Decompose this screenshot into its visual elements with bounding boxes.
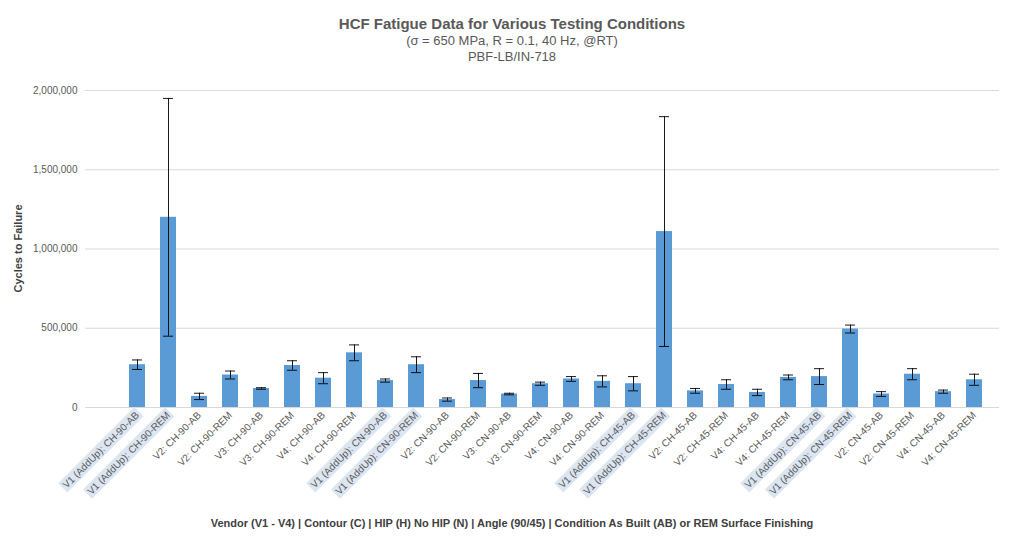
svg-text:V1 (AddUp): CH-90-AB: V1 (AddUp): CH-90-AB	[60, 409, 142, 491]
svg-text:V1 (AddUp): CH-45-REM: V1 (AddUp): CH-45-REM	[581, 409, 669, 497]
svg-text:V2: CN-45-REM: V2: CN-45-REM	[857, 409, 916, 468]
svg-text:0: 0	[72, 402, 78, 413]
svg-text:V2: CN-45-AB: V2: CN-45-AB	[832, 409, 886, 462]
svg-text:V4: CN-45-REM: V4: CN-45-REM	[919, 409, 978, 468]
svg-text:V1 (AddUp): CH-90-REM: V1 (AddUp): CH-90-REM	[85, 409, 173, 497]
svg-text:V3: CN-90-REM: V3: CN-90-REM	[485, 409, 544, 468]
html-text:(σ = 650 MPa, R = 0.1, 40 Hz,: (σ = 650 MPa, R = 0.1, 40 Hz, @RT)	[406, 33, 618, 48]
svg-text:V2: CN-90-REM: V2: CN-90-REM	[423, 409, 482, 468]
svg-text:V4: CH-90-AB: V4: CH-90-AB	[274, 409, 328, 462]
svg-text:V1 (AddUp): CN-90-REM: V1 (AddUp): CN-90-REM	[333, 409, 421, 497]
svg-text:V3: CH-90-AB: V3: CH-90-AB	[212, 409, 266, 462]
svg-text:1,000,000: 1,000,000	[33, 243, 78, 254]
svg-text:V1 (AddUp): CN-90-AB: V1 (AddUp): CN-90-AB	[308, 409, 390, 491]
svg-text:V3: CN-90-AB: V3: CN-90-AB	[460, 409, 514, 462]
svg-text:500,000: 500,000	[41, 322, 78, 333]
svg-text:V4: CH-45-REM: V4: CH-45-REM	[733, 409, 792, 468]
html-text:HCF Fatigue Data for Various T: HCF Fatigue Data for Various Testing Con…	[338, 15, 686, 32]
svg-text:1,500,000: 1,500,000	[33, 164, 78, 175]
svg-text:V3: CH-90-REM: V3: CH-90-REM	[237, 409, 296, 468]
svg-text:V1 (AddUp): CN-45-AB: V1 (AddUp): CN-45-AB	[742, 409, 824, 491]
svg-text:V2: CH-45-AB: V2: CH-45-AB	[646, 409, 700, 462]
svg-text:V1 (AddUp): CN-45-REM: V1 (AddUp): CN-45-REM	[767, 409, 855, 497]
svg-text:V2: CH-90-AB: V2: CH-90-AB	[150, 409, 204, 462]
svg-text:V2: CH-90-REM: V2: CH-90-REM	[175, 409, 234, 468]
html-text:Vendor (V1 - V4) | Contour (C): Vendor (V1 - V4) | Contour (C) | HIP (H)…	[210, 517, 814, 529]
svg-text:V4: CN-90-AB: V4: CN-90-AB	[522, 409, 576, 462]
svg-text:V1 (AddUp): CH-45-AB: V1 (AddUp): CH-45-AB	[556, 409, 638, 491]
svg-text:V4: CH-45-AB: V4: CH-45-AB	[708, 409, 762, 462]
html-text:PBF-LB/IN-718: PBF-LB/IN-718	[467, 49, 557, 64]
svg-text:V2: CN-90-AB: V2: CN-90-AB	[398, 409, 452, 462]
svg-text:V4: CN-90-REM: V4: CN-90-REM	[547, 409, 606, 468]
svg-text:V4: CH-90-REM: V4: CH-90-REM	[299, 409, 358, 468]
svg-text:Cycles to Failure: Cycles to Failure	[12, 204, 24, 292]
svg-text:V2: CH-45-REM: V2: CH-45-REM	[671, 409, 730, 468]
svg-text:V4: CN-45-AB: V4: CN-45-AB	[894, 409, 948, 462]
svg-text:2,000,000: 2,000,000	[33, 85, 78, 96]
